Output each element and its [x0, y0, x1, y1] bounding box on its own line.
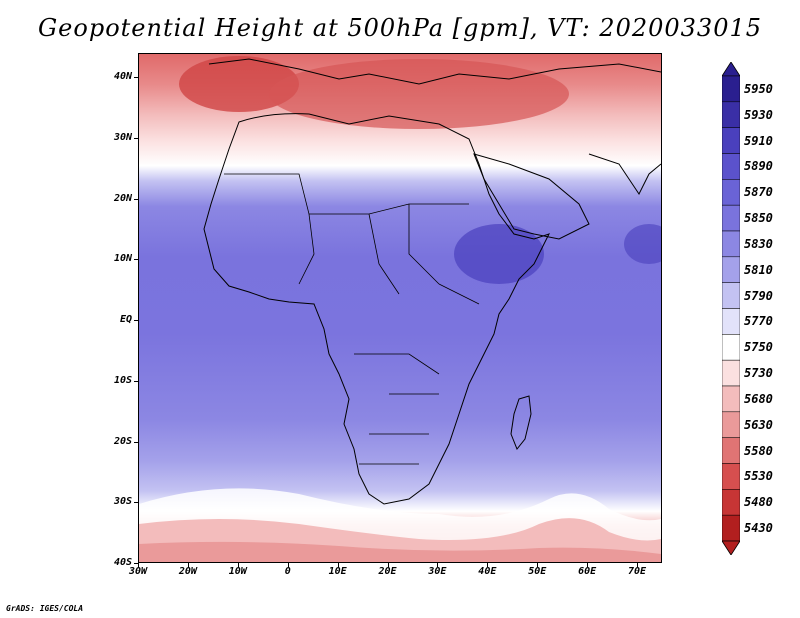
colorbar-swatch [722, 230, 740, 258]
colorbar-level-label: 5430 [744, 521, 773, 536]
colorbar-level-label: 5480 [744, 495, 773, 510]
lon-label: 50E [528, 566, 547, 577]
lon-tick [437, 563, 439, 567]
lon-tick [337, 563, 339, 567]
colorbar-level-label: 5850 [744, 211, 773, 226]
lat-tick [134, 502, 138, 504]
country-borders [224, 173, 480, 465]
lat-tick [134, 563, 138, 564]
colorbar [722, 62, 740, 555]
colorbar-swatch [722, 514, 740, 542]
chart-title: Geopotential Height at 500hPa [gpm], VT:… [38, 14, 762, 42]
colorbar-level-label: 5530 [744, 469, 773, 484]
arabia-coastline [473, 153, 590, 240]
lon-tick [587, 563, 589, 567]
lat-label: 30N [113, 132, 132, 143]
colorbar-level-label: 5730 [744, 366, 773, 381]
lon-tick [187, 563, 189, 567]
colorbar-level-label: 5750 [744, 340, 773, 355]
lat-tick [134, 380, 138, 382]
lat-tick [134, 320, 138, 322]
colorbar-swatch [722, 153, 740, 180]
lon-tick [287, 563, 289, 567]
colorbar-level-label: 5870 [744, 185, 773, 200]
colorbar-level-label: 5950 [744, 81, 773, 96]
colorbar-swatch [722, 437, 740, 464]
colorbar-swatch [722, 489, 740, 516]
colorbar-level-label: 5830 [744, 236, 773, 251]
lat-tick [134, 441, 138, 443]
height-field-map [139, 54, 661, 562]
lon-tick [637, 563, 639, 567]
colorbar-level-label: 5930 [744, 107, 773, 122]
lon-label: 60E [578, 566, 597, 577]
colorbar-swatch [722, 204, 740, 232]
lat-label: 40N [113, 71, 132, 83]
lat-label: 40S [113, 557, 132, 568]
colorbar-swatch [722, 359, 740, 387]
colorbar-swatch [722, 385, 740, 413]
colorbar-level-label: 5810 [744, 262, 773, 277]
europe-coastline [208, 58, 661, 85]
lat-tick [134, 198, 138, 200]
colorbar-level-label: 5890 [744, 159, 773, 174]
colorbar-swatch [722, 334, 740, 361]
lon-label: 30E [428, 566, 447, 577]
high-region-mediterranean [179, 56, 299, 112]
colorbar-top-arrow [722, 62, 740, 77]
lat-tick [134, 138, 138, 139]
lat-tick [134, 77, 138, 79]
asia-coastline [588, 153, 661, 195]
africa-coastline [203, 113, 550, 505]
colorbar-swatch [722, 179, 740, 206]
colorbar-swatch [722, 463, 740, 490]
lon-tick [487, 563, 489, 567]
colorbar-bottom-arrow [722, 540, 740, 555]
colorbar-swatch [722, 411, 740, 438]
lat-tick [134, 259, 138, 261]
colorbar-level-label: 5630 [744, 417, 773, 432]
colorbar-swatch [722, 282, 740, 309]
lon-label: 30W [128, 566, 148, 577]
lon-label: 20E [378, 566, 397, 577]
lon-tick [237, 563, 239, 567]
high-region-north [269, 59, 569, 129]
colorbar-level-label: 5910 [744, 133, 773, 148]
colorbar-swatch [722, 101, 740, 128]
colorbar-level-label: 5790 [744, 288, 773, 303]
lon-label: 40E [478, 566, 497, 577]
lat-label: EQ [119, 314, 132, 326]
lon-tick [537, 563, 539, 567]
colorbar-level-label: 5580 [744, 443, 773, 458]
map-plot [138, 53, 662, 563]
lat-label: 30S [113, 496, 132, 508]
lat-label: 20N [113, 192, 132, 204]
low-region-ethiopia [454, 224, 544, 284]
colorbar-swatch [722, 127, 740, 154]
height-field [139, 54, 661, 562]
colorbar-swatch [722, 256, 740, 283]
lon-label: 70E [628, 566, 647, 577]
colorbar-level-label: 5680 [744, 391, 773, 406]
madagascar-coastline [510, 395, 532, 450]
grads-credit: GrADS: IGES/COLA [6, 604, 84, 613]
lat-label: 20S [113, 435, 132, 447]
lon-label: 10W [228, 566, 247, 577]
lat-label: 10N [113, 253, 132, 265]
lon-label: 0 [284, 566, 291, 577]
colorbar-level-label: 5770 [744, 314, 773, 329]
colorbar-swatch [722, 308, 740, 335]
low-region-arabian-sea [624, 224, 661, 264]
lon-label: 10E [328, 566, 347, 577]
lat-label: 10S [113, 374, 132, 386]
lon-label: 20W [178, 566, 197, 577]
trough-band-red [139, 541, 661, 562]
lon-tick [138, 563, 139, 567]
lon-tick [387, 563, 389, 567]
colorbar-swatch [722, 75, 740, 103]
